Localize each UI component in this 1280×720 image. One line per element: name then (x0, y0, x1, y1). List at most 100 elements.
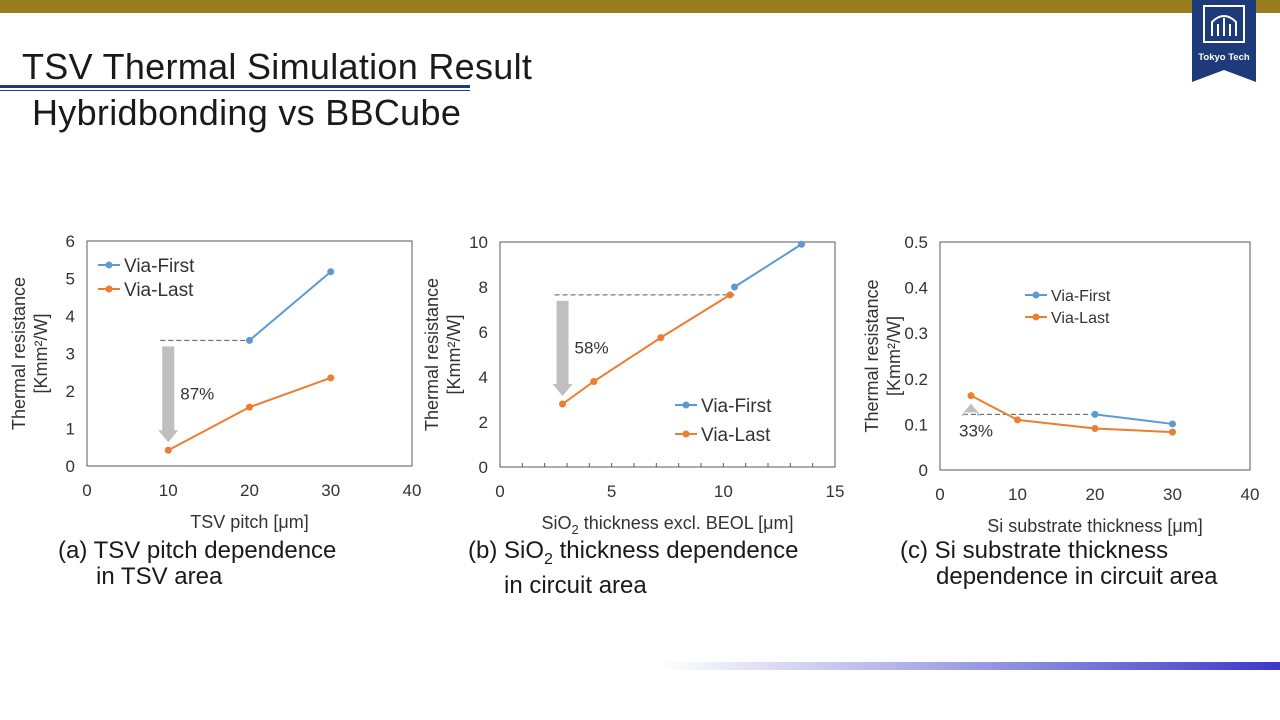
caption-b-sio: (b) SiO (468, 537, 545, 564)
y-tick-label: 0.2 (904, 370, 928, 389)
data-point-via-last (726, 291, 734, 299)
reduction-arrow (961, 403, 981, 416)
y-tick-label: 5 (66, 270, 75, 289)
x-tick-label: 5 (607, 482, 616, 501)
chart-a: 0 1 2 3 4 5 6 0 10 20 30 40 TSV pitch [μm] Thermal re… (9, 232, 422, 532)
legend-marker-via-first (1032, 291, 1040, 299)
series-line-via-last (561, 294, 731, 405)
slide-subtitle: Hybridbonding vs BBCube (32, 92, 462, 133)
chart-c: 0 0.1 0.2 0.3 0.4 0.5 0 10 20 30 40 Si substrate th… (862, 233, 1260, 536)
plot-frame (499, 241, 836, 468)
y-axis-label-line2: [Kmm²/W] (884, 316, 904, 396)
series-line-via-first (733, 243, 803, 288)
legend-label-via-last: Via-Last (701, 425, 771, 446)
legend-marker-via-last (105, 285, 113, 293)
y-tick-label: 0.3 (904, 324, 928, 343)
data-point-via-last (164, 446, 172, 454)
caption-a-line2: in TSV area (96, 563, 223, 590)
caption-c-line2: dependence in circuit area (936, 563, 1218, 590)
x-tick-label: 40 (403, 481, 422, 500)
x-axis-label: TSV pitch [μm] (190, 512, 308, 532)
y-tick-label: 6 (66, 232, 75, 251)
legend-label-via-last: Via-Last (1051, 310, 1110, 327)
footer-gradient-bar (660, 662, 1280, 670)
y-tick-label: 2 (66, 382, 75, 401)
slide-title: TSV Thermal Simulation Result (22, 46, 533, 87)
data-point-via-first (731, 283, 738, 291)
data-point-via-last (246, 403, 253, 411)
plot-frame (939, 241, 1251, 471)
caption-c-line1: (c) Si substrate thickness (900, 537, 1169, 564)
y-tick-label: 3 (66, 345, 75, 364)
caption-a-line1: (a) TSV pitch dependence (58, 537, 337, 564)
plot-frame (86, 240, 413, 467)
data-point-via-last (1014, 416, 1021, 424)
top-bar (0, 0, 1280, 13)
data-point-via-last (1169, 428, 1176, 436)
data-point-via-first (327, 268, 335, 276)
data-point-via-last (967, 392, 975, 400)
x-tick-label: 40 (1241, 485, 1260, 504)
data-point-via-last (327, 374, 335, 382)
x-tick-label: 0 (935, 485, 944, 504)
x-axis-label: Si substrate thickness [μm] (987, 516, 1202, 536)
legend-label-via-first: Via-First (701, 396, 772, 417)
y-axis-label-line2: [Kmm²/W] (31, 314, 51, 394)
x-tick-label: 10 (159, 481, 178, 500)
series-line-via-first (248, 270, 332, 342)
y-tick-label: 2 (479, 413, 488, 432)
legend-label-via-first: Via-First (1051, 288, 1111, 305)
reduction-percentage: 33% (959, 421, 993, 440)
legend-marker-via-first (105, 261, 113, 269)
x-tick-label: 20 (1086, 485, 1105, 504)
logo-text: Tokyo Tech (1198, 52, 1250, 63)
title-rule-thin (0, 90, 470, 91)
y-tick-label: 0.1 (904, 415, 928, 434)
reduction-arrow (158, 346, 179, 443)
y-tick-label: 4 (479, 368, 488, 387)
legend-label-via-first: Via-First (124, 256, 195, 277)
x-tick-label: 10 (1008, 485, 1027, 504)
x-tick-label: 30 (1163, 485, 1182, 504)
y-tick-label: 10 (469, 233, 488, 252)
caption-b-line1: (b) SiO2 thickness dependence (468, 538, 798, 573)
data-point-via-last (657, 334, 665, 342)
x-tick-label: 0 (495, 482, 504, 501)
legend-marker-via-last (1032, 313, 1040, 321)
y-tick-label: 0 (479, 458, 488, 477)
series-line-via-first (1094, 413, 1173, 425)
legend-marker-via-first (682, 401, 690, 409)
x-tick-label: 30 (321, 481, 340, 500)
caption-c: (c) Si substrate thickness dependence in… (900, 538, 1218, 590)
reduction-percentage: 58% (575, 338, 609, 357)
y-axis-label-line1: Thermal resistance (9, 277, 29, 430)
tokyo-tech-logo: Tokyo Tech (1192, 0, 1256, 82)
data-point-via-first (798, 240, 805, 248)
y-axis-label-line2: [Kmm²/W] (444, 315, 464, 395)
x-tick-label: 10 (714, 482, 733, 501)
x-tick-label: 0 (82, 481, 91, 500)
title-rule-thick (0, 85, 470, 88)
y-tick-label: 0 (66, 457, 75, 476)
y-tick-label: 6 (479, 323, 488, 342)
caption-b: (b) SiO2 thickness dependence in circuit… (468, 538, 798, 599)
data-point-via-first (1169, 420, 1176, 428)
y-tick-label: 8 (479, 278, 488, 297)
y-tick-label: 0.4 (904, 279, 928, 298)
x-axis-label-sub: 2 (572, 522, 579, 537)
caption-a: (a) TSV pitch dependence in TSV area (58, 538, 336, 590)
caption-b-line2: in circuit area (504, 571, 647, 599)
legend-label-via-last: Via-Last (124, 280, 194, 301)
data-point-via-last (559, 400, 567, 408)
y-tick-label: 0 (919, 461, 928, 480)
data-point-via-last (1091, 425, 1099, 433)
y-tick-label: 0.5 (904, 233, 928, 252)
reduction-arrow (552, 300, 573, 396)
x-axis-label-main: SiO (541, 513, 571, 533)
data-point-via-first (246, 336, 253, 344)
reduction-percentage: 87% (180, 384, 214, 403)
y-axis-label-line1: Thermal resistance (862, 279, 882, 432)
data-point-via-first (1091, 410, 1099, 418)
data-point-via-last (590, 378, 598, 385)
